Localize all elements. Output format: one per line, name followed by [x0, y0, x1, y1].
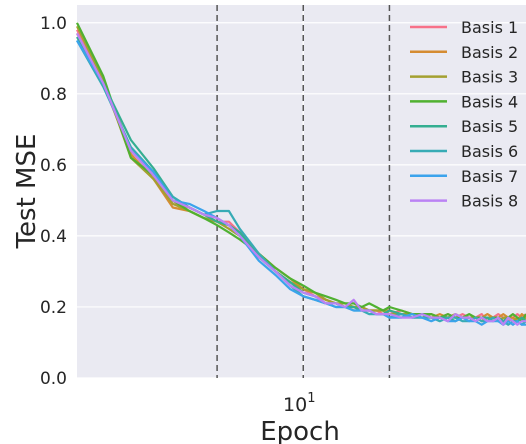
series-line [76, 32, 526, 326]
y-tick-label: 0.4 [40, 227, 67, 247]
legend-label: Basis 4 [461, 92, 518, 111]
plot-background [77, 5, 526, 378]
legend-label: Basis 5 [461, 117, 518, 136]
reference-lines [216, 5, 391, 378]
legend-label: Basis 8 [461, 192, 518, 211]
legend-label: Basis 2 [461, 43, 518, 62]
legend-label: Basis 6 [461, 142, 518, 161]
y-tick-label: 0.8 [40, 85, 67, 105]
legend-label: Basis 3 [461, 68, 518, 87]
y-tick-labels: 0.0 0.2 0.4 0.6 0.8 1.0 [40, 14, 67, 389]
legend-label: Basis 7 [461, 167, 518, 186]
y-tick-label: 0.2 [40, 298, 67, 318]
series-group [76, 22, 526, 326]
y-tick-label: 0.6 [40, 156, 67, 176]
x-axis-label: Epoch [260, 417, 340, 444]
legend: Basis 1 Basis 2 Basis 3 Basis 4 Basis 5 Basis… [410, 18, 518, 211]
y-tick-label: 1.0 [40, 14, 67, 34]
legend-label: Basis 1 [461, 18, 518, 37]
y-tick-label: 0.0 [40, 369, 67, 389]
x-tick-labels: 101 [283, 391, 315, 416]
x-tick-label: 101 [283, 391, 315, 416]
y-axis-label: Test MSE [12, 134, 42, 250]
